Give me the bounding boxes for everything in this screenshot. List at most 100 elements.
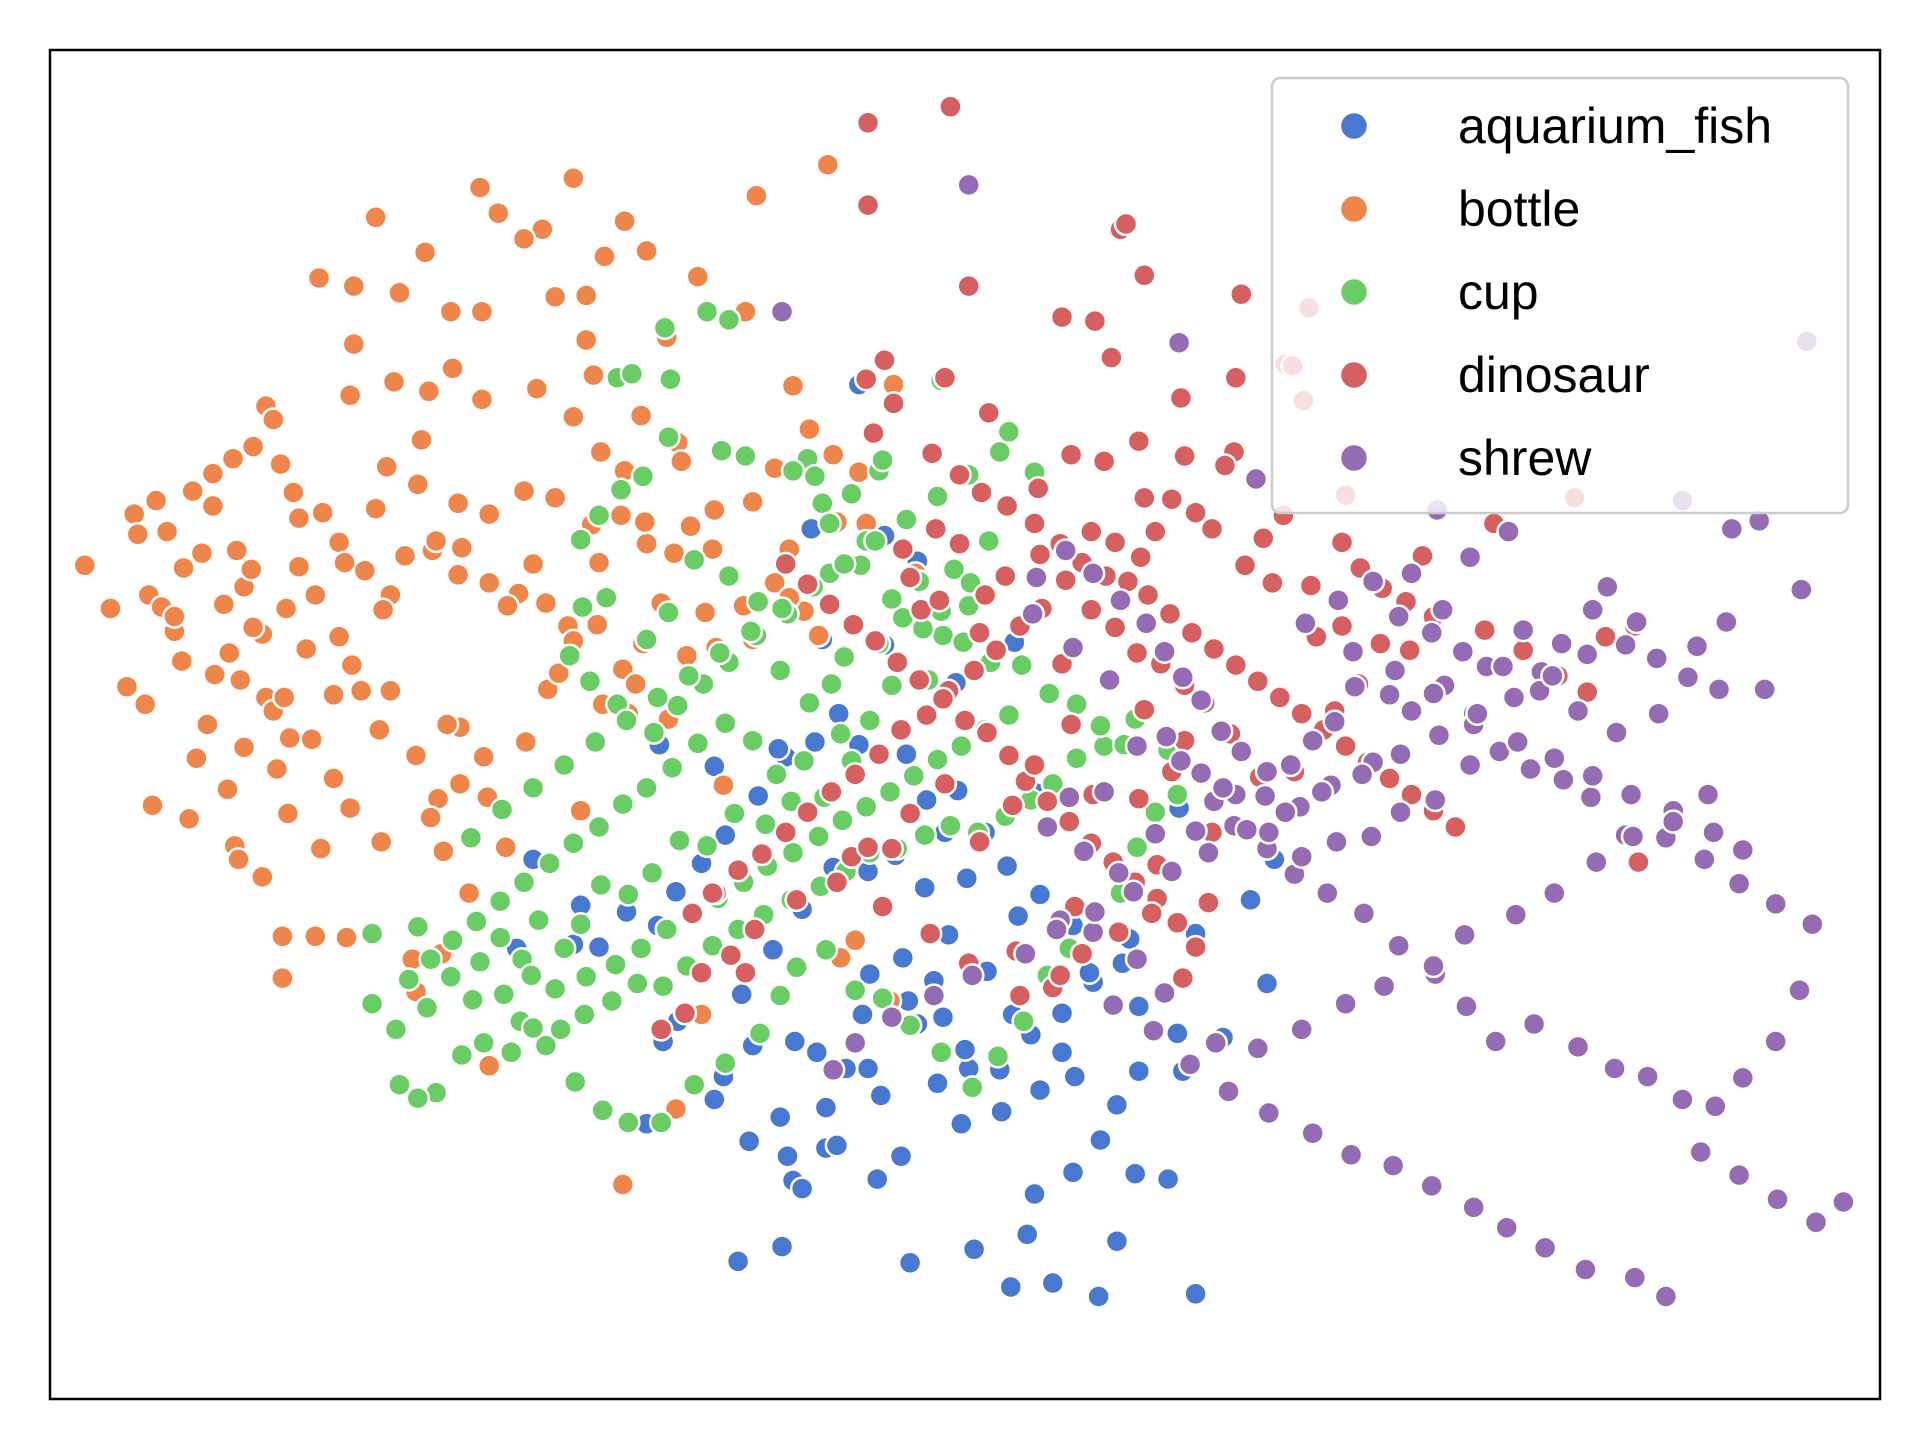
legend-box: [1270, 76, 1850, 515]
point-dinosaur-138: [993, 563, 1018, 589]
point-shrew-97: [1542, 745, 1567, 771]
point-cup-168: [764, 762, 789, 787]
point-shrew-51: [1351, 901, 1377, 926]
point-dinosaur-56: [1159, 486, 1185, 512]
point-cup-186: [359, 921, 385, 946]
point-cup-90: [1091, 733, 1117, 759]
point-shrew-159: [921, 983, 947, 1008]
point-dinosaur-131: [1593, 624, 1618, 650]
point-bottle-131: [592, 244, 617, 269]
point-shrew-174: [1532, 1235, 1558, 1261]
point-shrew-161: [842, 1030, 868, 1056]
point-shrew-120: [1035, 814, 1060, 840]
point-shrew-32: [1229, 739, 1254, 764]
point-shrew-10: [1719, 516, 1745, 542]
point-cup-20: [681, 547, 707, 573]
point-shrew-61: [1703, 1094, 1728, 1119]
point-bottle-15: [612, 209, 637, 234]
point-dinosaur-120: [1251, 526, 1276, 551]
point-cup-0: [694, 299, 720, 324]
legend-marker-shrew: [1338, 442, 1370, 474]
point-bottle-145: [586, 550, 612, 575]
point-bottle-17: [685, 264, 711, 289]
legend-label-shrew: shrew: [1458, 430, 1592, 486]
point-bottle-133: [744, 183, 769, 208]
point-bottle-95: [240, 615, 266, 640]
point-cup-41: [930, 623, 956, 648]
point-aquarium_fish-64: [1027, 882, 1053, 907]
point-cup-85: [1124, 835, 1150, 860]
point-cup-124: [542, 976, 568, 1002]
point-shrew-14: [1752, 677, 1777, 702]
point-dinosaur-49: [1443, 814, 1468, 840]
point-cup-61: [460, 987, 485, 1012]
point-dinosaur-54: [1397, 638, 1422, 663]
point-dinosaur-5: [1229, 281, 1254, 307]
point-shrew-123: [1124, 946, 1150, 972]
legend-marker-dinosaur: [1338, 359, 1370, 391]
point-dinosaur-60: [1079, 519, 1104, 544]
point-bottle-134: [815, 152, 841, 177]
point-aquarium_fish-56: [1049, 1000, 1075, 1026]
point-shrew-99: [1618, 782, 1644, 807]
point-aquarium_fish-48: [729, 982, 754, 1007]
point-cup-10: [870, 447, 895, 473]
point-bottle-105: [368, 829, 394, 855]
point-shrew-33: [1208, 718, 1234, 744]
point-bottle-102: [275, 801, 301, 826]
point-aquarium_fish-52: [702, 1087, 727, 1112]
point-shrew-98: [1580, 763, 1605, 789]
point-bottle-96: [217, 640, 242, 666]
point-dinosaur-102: [974, 720, 1000, 745]
point-shrew-104: [1604, 720, 1629, 745]
point-bottle-121: [143, 488, 169, 513]
point-shrew-86: [1091, 779, 1117, 805]
point-bottle-36: [471, 744, 496, 770]
point-shrew-175: [1573, 1257, 1598, 1282]
point-shrew-115: [1210, 775, 1236, 801]
point-cup-33: [767, 658, 793, 683]
point-aquarium_fish-77: [663, 879, 689, 905]
point-shrew-125: [1203, 1030, 1228, 1056]
point-bottle-91: [363, 496, 388, 521]
point-cup-135: [830, 808, 855, 833]
point-cup-71: [767, 983, 793, 1008]
point-shrew-169: [1338, 1142, 1364, 1168]
point-shrew-66: [1763, 891, 1788, 917]
point-shrew-141: [1613, 632, 1638, 658]
point-dinosaur-167: [1199, 516, 1225, 542]
point-dinosaur-1: [855, 110, 881, 136]
series-cup: [359, 299, 1190, 1135]
point-dinosaur-21: [932, 365, 958, 391]
point-bottle-100: [231, 735, 257, 760]
point-aquarium_fish-55: [824, 1133, 850, 1158]
point-shrew-164: [1141, 1018, 1166, 1043]
point-bottle-58: [310, 500, 335, 525]
point-shrew-39: [1080, 561, 1106, 586]
point-dinosaur-35: [1135, 582, 1161, 608]
point-bottle-174: [711, 772, 736, 798]
point-shrew-63: [1763, 1029, 1788, 1054]
point-cup-172: [659, 755, 685, 780]
point-shrew-21: [1510, 617, 1536, 643]
point-dinosaur-136: [1132, 485, 1157, 511]
point-bottle-181: [632, 509, 658, 535]
point-bottle-169: [520, 551, 546, 577]
point-aquarium_fish-32: [925, 1071, 950, 1096]
point-shrew-107: [1490, 654, 1516, 679]
point-shrew-116: [1183, 818, 1208, 844]
point-bottle-161: [277, 725, 302, 751]
point-cup-167: [791, 748, 817, 774]
point-dinosaur-128: [1510, 638, 1536, 663]
point-aquarium_fish-113: [850, 1002, 875, 1027]
point-cup-108: [625, 971, 650, 996]
point-bottle-64: [445, 562, 471, 588]
point-aquarium_fish-91: [766, 736, 791, 762]
point-shrew-5: [1457, 544, 1483, 570]
point-bottle-57: [281, 480, 306, 505]
point-bottle-104: [337, 795, 363, 821]
point-shrew-52: [1386, 933, 1411, 958]
point-bottle-122: [561, 165, 586, 191]
point-cup-96: [938, 813, 963, 838]
